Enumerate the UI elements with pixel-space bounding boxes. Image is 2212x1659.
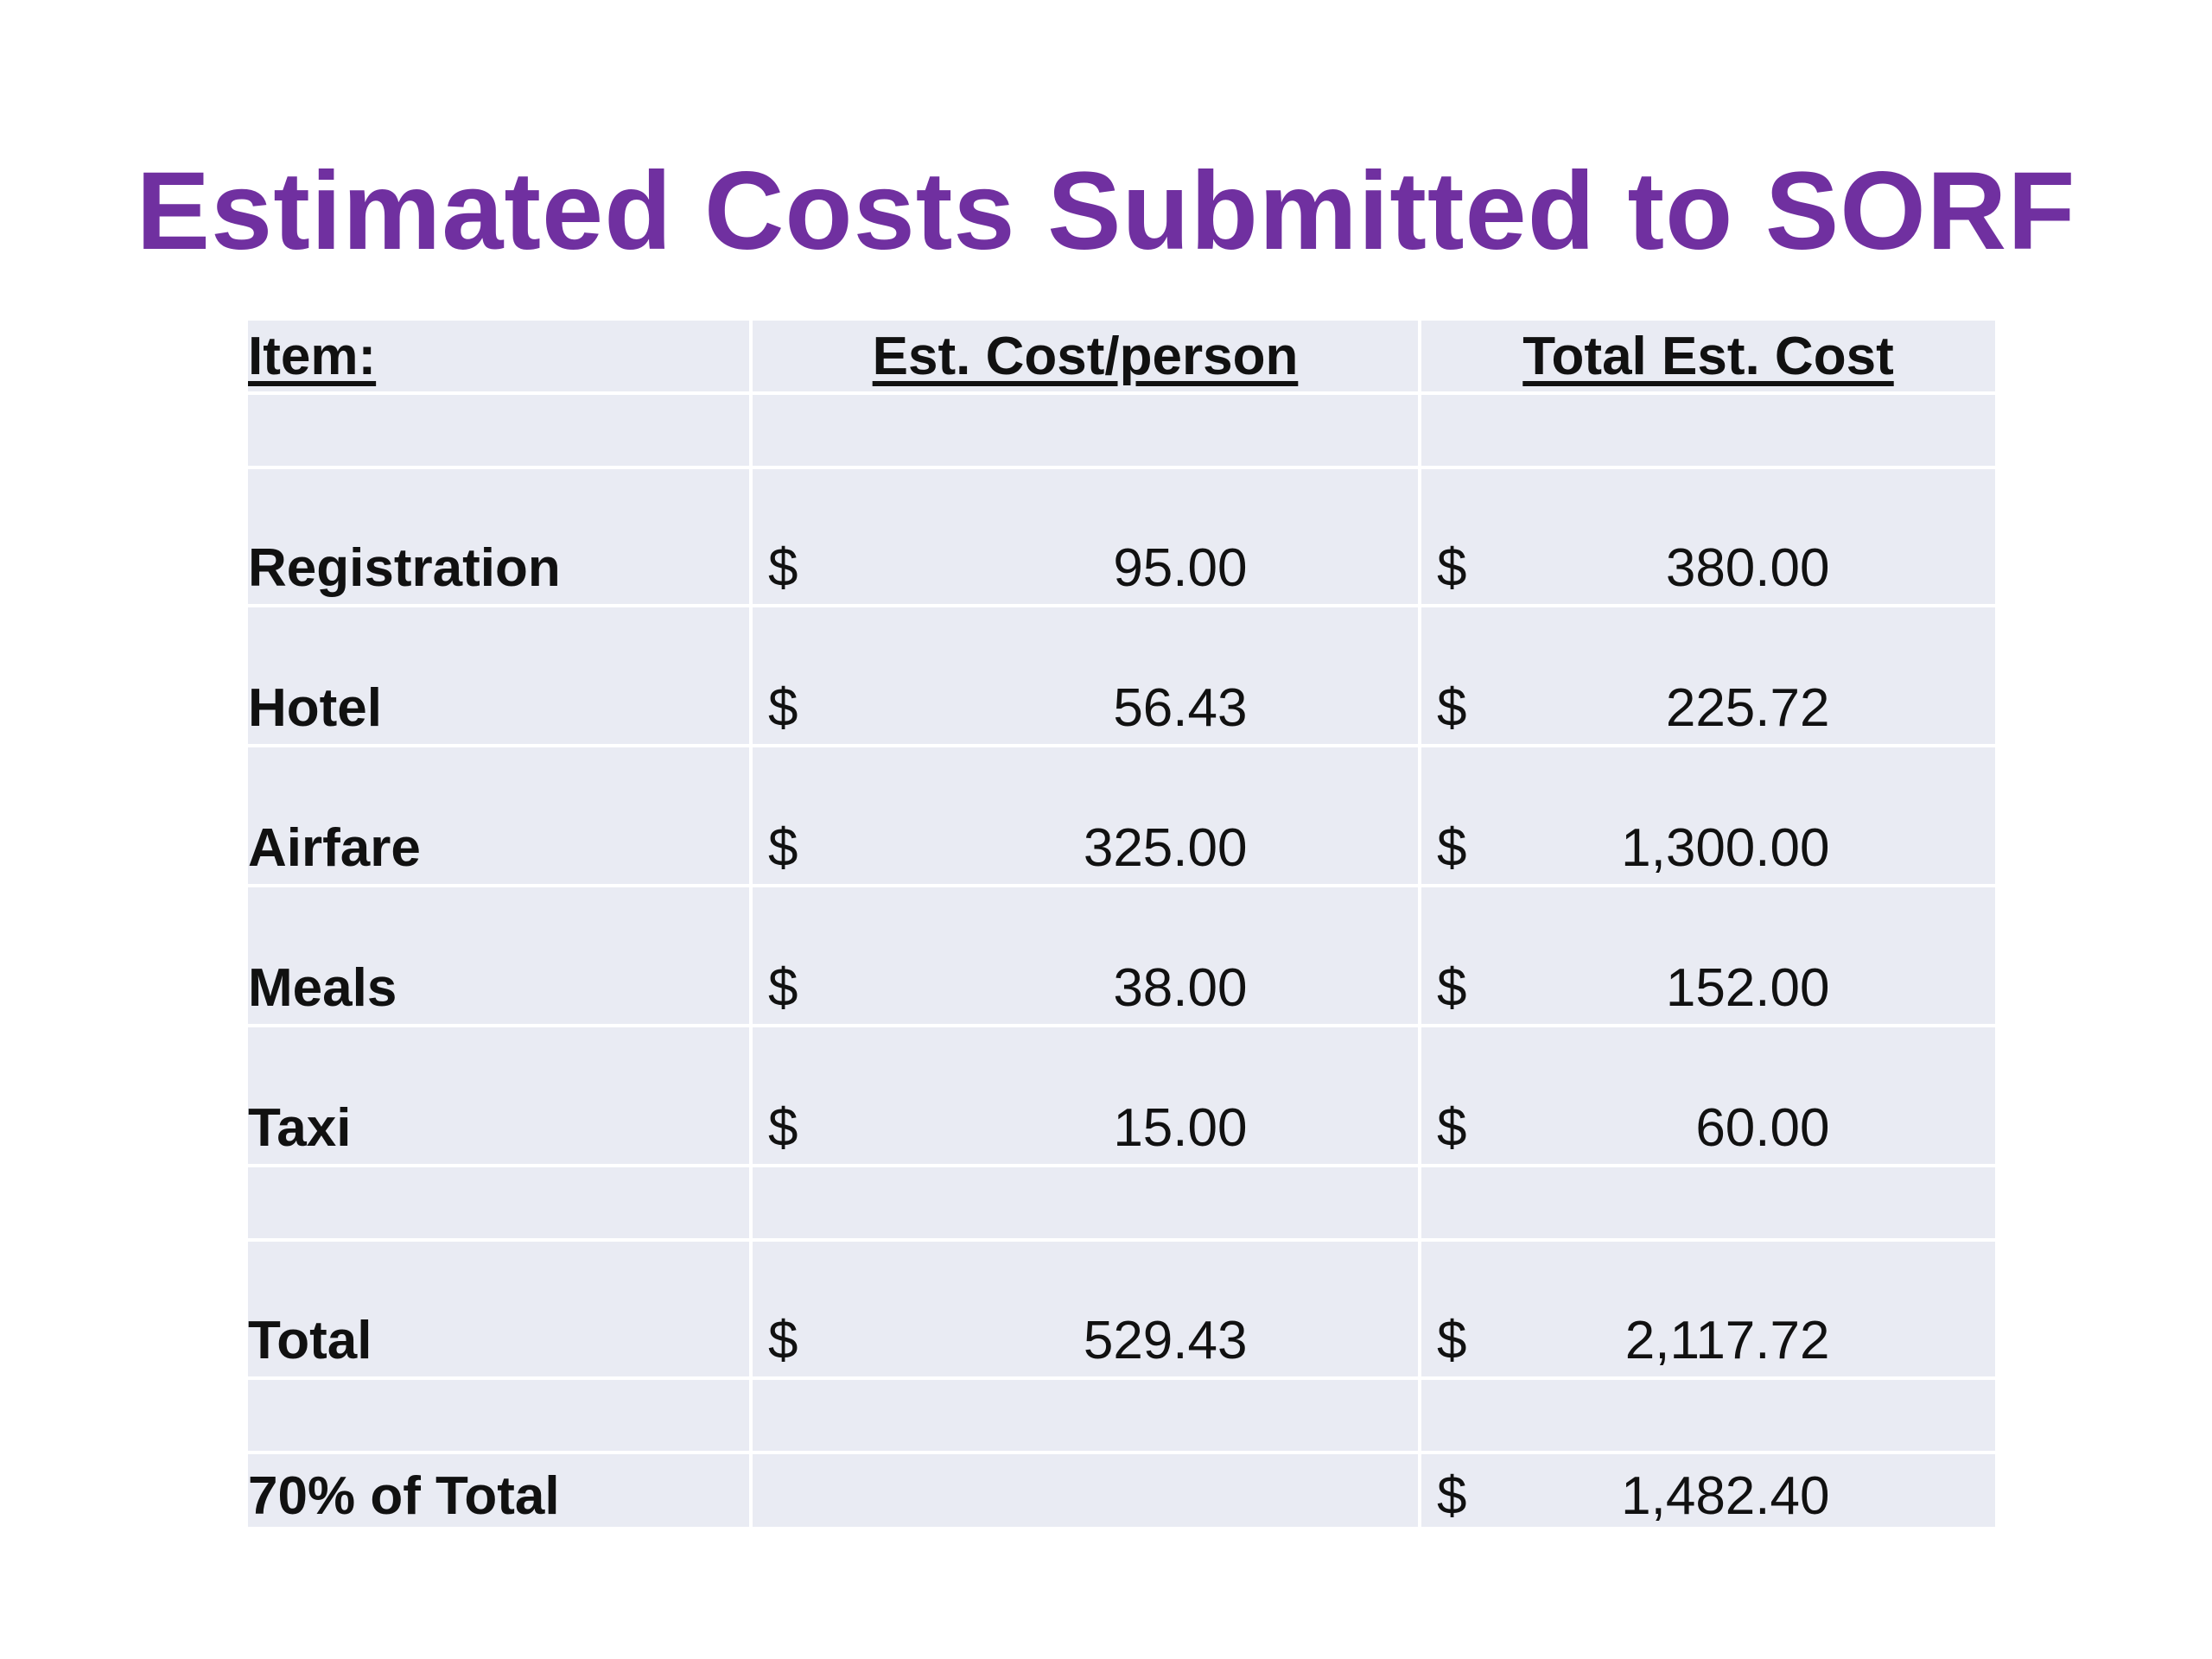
spacer-row: [248, 1380, 1995, 1451]
total-cell: $1,300.00: [1421, 747, 1995, 884]
item-label: Taxi: [248, 1027, 749, 1164]
header-total: Total Est. Cost: [1522, 326, 1894, 386]
per-person-cell: $95.00: [753, 469, 1418, 604]
currency-symbol: $: [768, 1098, 798, 1158]
currency-symbol: $: [1437, 538, 1467, 598]
currency-symbol: $: [768, 678, 798, 738]
table-row: Taxi $15.00 $60.00: [248, 1027, 1995, 1164]
per-person-cell: $15.00: [753, 1027, 1418, 1164]
per-person-cell: $56.43: [753, 607, 1418, 744]
table-row: Hotel $56.43 $225.72: [248, 607, 1995, 744]
empty-cell: [753, 1167, 1418, 1238]
currency-symbol: $: [768, 1311, 798, 1370]
percent-total-amount: 1,482.40: [1621, 1466, 1830, 1526]
per-person-amount: 95.00: [1113, 538, 1248, 598]
empty-cell: [248, 1380, 749, 1451]
total-cell: $152.00: [1421, 887, 1995, 1024]
per-person-amount: 38.00: [1113, 958, 1248, 1018]
header-per-person: Est. Cost/person: [872, 326, 1299, 386]
header-item: Item:: [248, 326, 377, 386]
empty-cell: [753, 1454, 1418, 1527]
item-label: Airfare: [248, 747, 749, 884]
table-row: Meals $38.00 $152.00: [248, 887, 1995, 1024]
total-amount: 225.72: [1665, 678, 1830, 738]
spacer-row: [248, 1167, 1995, 1238]
percent-total-cell: $1,482.40: [1421, 1454, 1995, 1527]
per-person-amount: 325.00: [1083, 818, 1248, 878]
header-total-cell: Total Est. Cost: [1421, 321, 1995, 391]
currency-symbol: $: [1437, 678, 1467, 738]
currency-symbol: $: [1437, 958, 1467, 1018]
per-person-amount: 15.00: [1113, 1098, 1248, 1158]
total-label: Total: [248, 1242, 749, 1376]
currency-symbol: $: [1437, 1098, 1467, 1158]
currency-symbol: $: [768, 958, 798, 1018]
currency-symbol: $: [768, 818, 798, 878]
empty-cell: [753, 1380, 1418, 1451]
cost-table: Item: Est. Cost/person Total Est. Cost R…: [245, 317, 1999, 1530]
table-row: Registration $95.00 $380.00: [248, 469, 1995, 604]
total-row: Total $529.43 $2,117.72: [248, 1242, 1995, 1376]
per-person-total-amount: 529.43: [1083, 1311, 1248, 1370]
header-per-person-cell: Est. Cost/person: [753, 321, 1418, 391]
per-person-cell: $325.00: [753, 747, 1418, 884]
empty-cell: [1421, 395, 1995, 466]
per-person-amount: 56.43: [1113, 678, 1248, 738]
percent-row: 70% of Total $1,482.40: [248, 1454, 1995, 1527]
per-person-total-cell: $529.43: [753, 1242, 1418, 1376]
currency-symbol: $: [1437, 818, 1467, 878]
grand-total-amount: 2,117.72: [1624, 1311, 1830, 1370]
spacer-row: [248, 395, 1995, 466]
currency-symbol: $: [1437, 1466, 1467, 1526]
grand-total-cell: $2,117.72: [1421, 1242, 1995, 1376]
empty-cell: [753, 395, 1418, 466]
item-label: Registration: [248, 469, 749, 604]
total-cell: $225.72: [1421, 607, 1995, 744]
table-row: Airfare $325.00 $1,300.00: [248, 747, 1995, 884]
empty-cell: [248, 1167, 749, 1238]
total-amount: 380.00: [1665, 538, 1830, 598]
total-amount: 152.00: [1665, 958, 1830, 1018]
percent-label: 70% of Total: [248, 1454, 749, 1527]
empty-cell: [1421, 1380, 1995, 1451]
header-item-cell: Item:: [248, 321, 749, 391]
currency-symbol: $: [1437, 1311, 1467, 1370]
total-cell: $380.00: [1421, 469, 1995, 604]
total-cell: $60.00: [1421, 1027, 1995, 1164]
currency-symbol: $: [768, 538, 798, 598]
per-person-cell: $38.00: [753, 887, 1418, 1024]
total-amount: 60.00: [1695, 1098, 1830, 1158]
empty-cell: [248, 395, 749, 466]
item-label: Meals: [248, 887, 749, 1024]
item-label: Hotel: [248, 607, 749, 744]
total-amount: 1,300.00: [1621, 818, 1830, 878]
slide-title: Estimated Costs Submitted to SORF: [136, 149, 2076, 273]
empty-cell: [1421, 1167, 1995, 1238]
table-header-row: Item: Est. Cost/person Total Est. Cost: [248, 321, 1995, 391]
